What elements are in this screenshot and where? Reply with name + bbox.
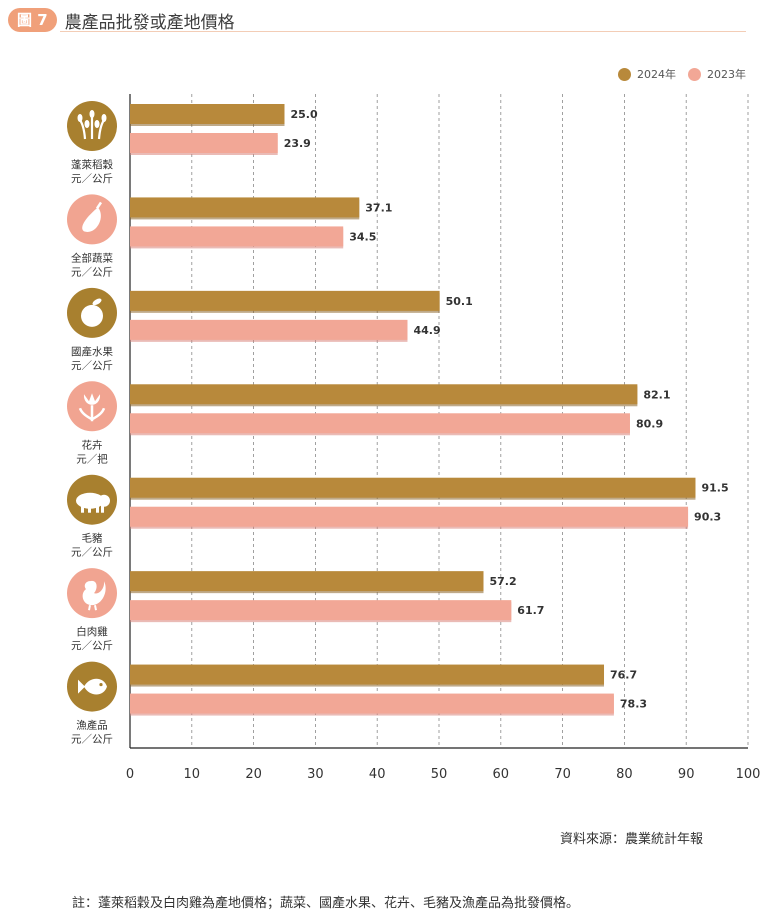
footnote: 註：蓬萊稻穀及白肉雞為產地價格；蔬菜、國產水果、花卉、毛豬及漁產品為批發價格。 xyxy=(72,896,580,911)
bar-2024 xyxy=(130,664,605,685)
x-tick-label: 40 xyxy=(369,767,386,782)
data-label: 44.9 xyxy=(413,324,440,337)
x-tick-label: 50 xyxy=(431,767,448,782)
pig-icon xyxy=(67,474,117,525)
category-label: 花卉 xyxy=(82,438,103,451)
source-note: 資料來源：農業統計年報 xyxy=(560,832,704,847)
bar-2024 xyxy=(130,571,484,592)
legend-label-2023: 2023年 xyxy=(707,68,746,81)
bar-2024 xyxy=(130,290,440,311)
chart-legend: 2024年 2023年 xyxy=(606,66,746,82)
data-label: 61.7 xyxy=(517,604,544,617)
data-label: 80.9 xyxy=(636,417,663,430)
tulip-icon xyxy=(67,381,117,432)
data-label: 57.2 xyxy=(489,575,516,588)
data-label: 90.3 xyxy=(694,511,721,524)
legend-item-2024: 2024年 xyxy=(618,66,676,82)
x-tick-label: 20 xyxy=(245,767,262,782)
chicken-icon xyxy=(67,568,117,619)
category-label: 蓬萊稻穀 xyxy=(71,158,113,171)
legend-swatch-2024 xyxy=(618,67,631,81)
category-label: 毛豬 xyxy=(82,532,103,545)
fish-icon xyxy=(67,661,117,712)
bar-2023 xyxy=(130,319,408,340)
bar-2023 xyxy=(130,506,689,527)
x-tick-label: 30 xyxy=(307,767,324,782)
category-unit: 元／公斤 xyxy=(71,173,113,185)
data-label: 50.1 xyxy=(446,295,473,308)
data-label: 25.0 xyxy=(291,108,318,121)
figure-header: 圖 7 農產品批發或產地價格 xyxy=(8,7,235,33)
x-tick-label: 10 xyxy=(184,767,201,782)
category-unit: 元／公斤 xyxy=(71,266,113,278)
header-rule xyxy=(60,31,746,32)
eggplant-icon xyxy=(67,194,117,245)
x-tick-label: 70 xyxy=(554,767,571,782)
apple-icon xyxy=(67,287,117,338)
figure-number-badge: 圖 7 xyxy=(8,8,57,32)
category-label: 白肉雞 xyxy=(76,625,108,638)
data-label: 76.7 xyxy=(610,669,637,682)
x-tick-label: 60 xyxy=(493,767,510,782)
category-label: 漁產品 xyxy=(76,719,108,732)
x-tick-label: 100 xyxy=(736,767,761,782)
bar-2024 xyxy=(130,197,360,218)
category-unit: 元／公斤 xyxy=(71,640,113,652)
figure-title: 農產品批發或產地價格 xyxy=(64,12,235,33)
legend-swatch-2023 xyxy=(688,67,701,81)
category-label: 全部蔬菜 xyxy=(71,251,113,264)
bar-2024 xyxy=(130,104,285,124)
data-label: 34.5 xyxy=(349,230,376,243)
bar-2024 xyxy=(130,477,696,498)
x-tick-label: 0 xyxy=(126,767,134,782)
x-tick-label: 90 xyxy=(678,767,695,782)
bar-2023 xyxy=(130,600,512,621)
data-label: 23.9 xyxy=(284,137,311,150)
data-label: 78.3 xyxy=(620,698,647,711)
data-label: 91.5 xyxy=(701,482,728,495)
rice-plant-icon xyxy=(67,101,117,151)
bar-2023 xyxy=(130,226,344,247)
category-label: 國產水果 xyxy=(71,345,113,358)
bar-2024 xyxy=(130,384,638,405)
legend-label-2024: 2024年 xyxy=(637,68,676,81)
category-unit: 元／公斤 xyxy=(71,360,113,372)
data-label: 82.1 xyxy=(643,388,670,401)
data-label: 37.1 xyxy=(365,201,392,214)
bar-2023 xyxy=(130,693,614,714)
bar-2023 xyxy=(130,133,278,153)
category-unit: 元／公斤 xyxy=(71,547,113,559)
bar-2023 xyxy=(130,413,630,434)
x-tick-label: 80 xyxy=(616,767,633,782)
category-unit: 元／公斤 xyxy=(71,734,113,746)
category-unit: 元／把 xyxy=(76,452,108,465)
legend-item-2023: 2023年 xyxy=(688,66,746,82)
